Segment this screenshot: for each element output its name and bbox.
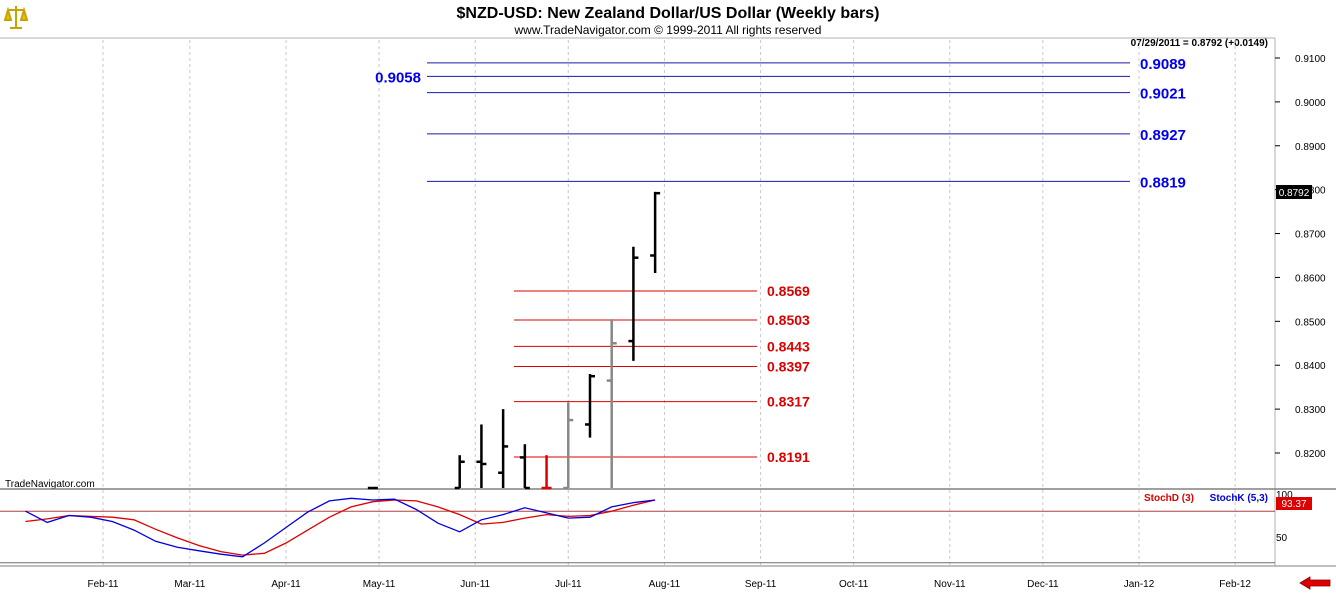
price-bar (628, 246, 639, 361)
x-tick-label: Sep-11 (745, 579, 777, 590)
copyright-subtitle: www.TradeNavigator.com © 1999-2011 All r… (514, 23, 822, 37)
price-bar (584, 374, 595, 438)
resistance-level-label: 0.9058 (375, 69, 421, 86)
fibonacci-levels: 0.9089 0.9058 0.9021 0.8927 0.8819 0.8569 0.85… (375, 56, 1186, 465)
price-bar (606, 319, 617, 488)
scales-logo-icon[interactable] (3, 2, 29, 34)
x-tick-label: Mar-11 (174, 579, 205, 590)
x-tick-label: Jun-11 (460, 579, 490, 590)
stoch-y-tick-label: 50 (1276, 533, 1288, 544)
x-tick-label: May-11 (363, 579, 396, 590)
price-bar (476, 424, 487, 488)
price-bar (498, 409, 509, 488)
chart-title: $NZD-USD: New Zealand Dollar/US Dollar (… (457, 5, 880, 22)
price-bar (519, 444, 530, 490)
x-tick-label: Apr-11 (271, 579, 301, 590)
stoch-y-tick-label: 100 (1276, 490, 1293, 501)
last-price-label: 0.8792 (1279, 188, 1310, 199)
resistance-level-label: 0.8819 (1140, 174, 1186, 191)
stoch-series-line (25, 497, 656, 558)
x-tick-label: Jan-12 (1124, 579, 1155, 590)
price-bars (367, 191, 661, 490)
y-tick-label: 0.9100 (1295, 54, 1326, 65)
y-tick-label: 0.8400 (1295, 361, 1326, 372)
price-bar (454, 455, 465, 490)
x-tick-label: Feb-12 (1219, 579, 1251, 590)
y-tick-label: 0.9000 (1295, 98, 1326, 109)
legend-stochd: StochD (3) (1144, 493, 1194, 504)
stoch-last-value-label: 93.37 (1281, 499, 1306, 510)
y-tick-label: 0.8300 (1295, 405, 1326, 416)
support-level-label: 0.8317 (767, 394, 810, 410)
last-price-tag (1276, 185, 1312, 199)
x-tick-label: Dec-11 (1027, 579, 1059, 590)
legend-stochk: StochK (5,3) (1210, 493, 1268, 504)
scroll-left-arrow-icon[interactable] (1299, 576, 1331, 590)
x-tick-label: Oct-11 (839, 579, 869, 590)
support-level-label: 0.8397 (767, 359, 810, 375)
y-tick-label: 0.8900 (1295, 142, 1326, 153)
support-level-label: 0.8503 (767, 312, 810, 328)
x-tick-label: Jul-11 (555, 579, 582, 590)
support-level-label: 0.8569 (767, 283, 810, 299)
resistance-level-label: 0.8927 (1140, 127, 1186, 144)
x-tick-label: Nov-11 (934, 579, 966, 590)
support-level-label: 0.8191 (767, 449, 810, 465)
resistance-level-label: 0.9089 (1140, 56, 1186, 73)
y-tick-label: 0.8700 (1295, 230, 1326, 241)
price-bar (541, 455, 552, 490)
resistance-level-label: 0.9021 (1140, 86, 1186, 103)
price-bar (563, 402, 574, 490)
y-tick-label: 0.8200 (1295, 449, 1326, 460)
stoch-series-line (25, 499, 656, 556)
axes: Feb-11 Mar-11 Apr-11 May-11 Jun-11 Jul-11 Aug-… (88, 54, 1327, 590)
stochastic-panel: 100 50 (0, 490, 1293, 564)
stoch-last-value-tag (1276, 497, 1312, 510)
x-tick-label: Aug-11 (649, 579, 681, 590)
y-tick-label: 0.8600 (1295, 273, 1326, 284)
last-quote-readout: 07/29/2011 = 0.8792 (+0.0149) (1131, 38, 1268, 49)
price-bar (650, 191, 661, 274)
y-tick-label: 0.8500 (1295, 317, 1326, 328)
watermark-text: TradeNavigator.com (5, 479, 95, 490)
x-tick-label: Feb-11 (88, 579, 119, 590)
support-level-label: 0.8443 (767, 338, 810, 354)
